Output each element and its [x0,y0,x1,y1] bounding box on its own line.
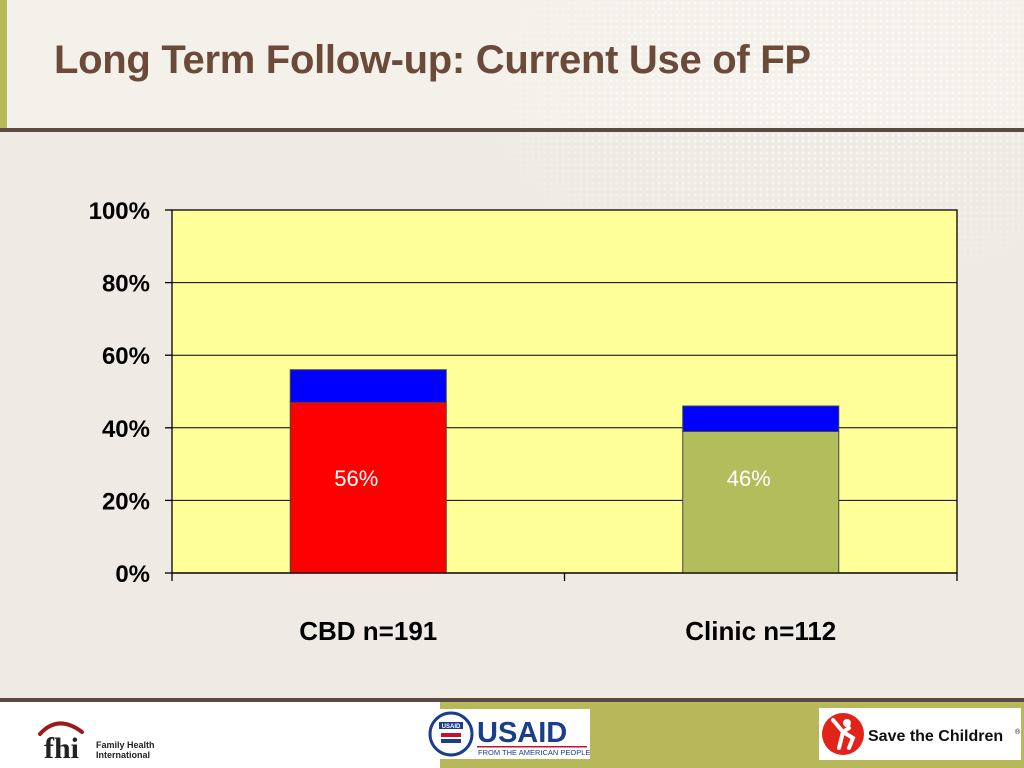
y-tick-label: 100% [89,198,150,225]
y-tick-label: 0% [115,561,150,588]
y-tick-label: 20% [102,488,150,515]
save-the-children-logo: Save the Children ® [819,708,1021,760]
data-label: 46% [727,466,771,491]
fhi-arc-icon [38,721,84,736]
left-accent-bar [0,0,7,128]
y-tick-label: 40% [102,416,150,443]
usaid-logo: USAID USAID FROM THE AMERICAN PEOPLE [427,709,590,759]
header-rule [0,128,1024,132]
data-label: 56% [334,466,378,491]
bar-segment [682,430,840,574]
stc-name: Save the Children [868,728,1003,745]
fhi-mark: fhi [44,732,79,762]
footer-rule [0,698,1024,702]
slide-title: Long Term Follow-up: Current Use of FP [54,38,811,82]
fhi-text-line1: Family Health [96,740,155,750]
category-label: CBD n=191 [299,616,437,646]
bar-segment [289,369,447,403]
usaid-seal-text: USAID [442,724,461,730]
y-tick-label: 60% [102,343,150,370]
fhi-logo: fhi Family Health International [38,721,155,762]
bar-segment [682,405,840,432]
usaid-tagline: FROM THE AMERICAN PEOPLE [478,748,590,757]
category-label: Clinic n=112 [685,616,836,646]
stc-reg-mark: ® [1015,728,1021,736]
y-tick-label: 80% [102,271,150,298]
usaid-name: USAID [477,717,567,749]
fhi-text-line2: International [96,750,150,760]
bar-chart: 0% 20% 40% 60% 80% 100% 56% CBD n=191 46% Clinic … [89,198,958,646]
